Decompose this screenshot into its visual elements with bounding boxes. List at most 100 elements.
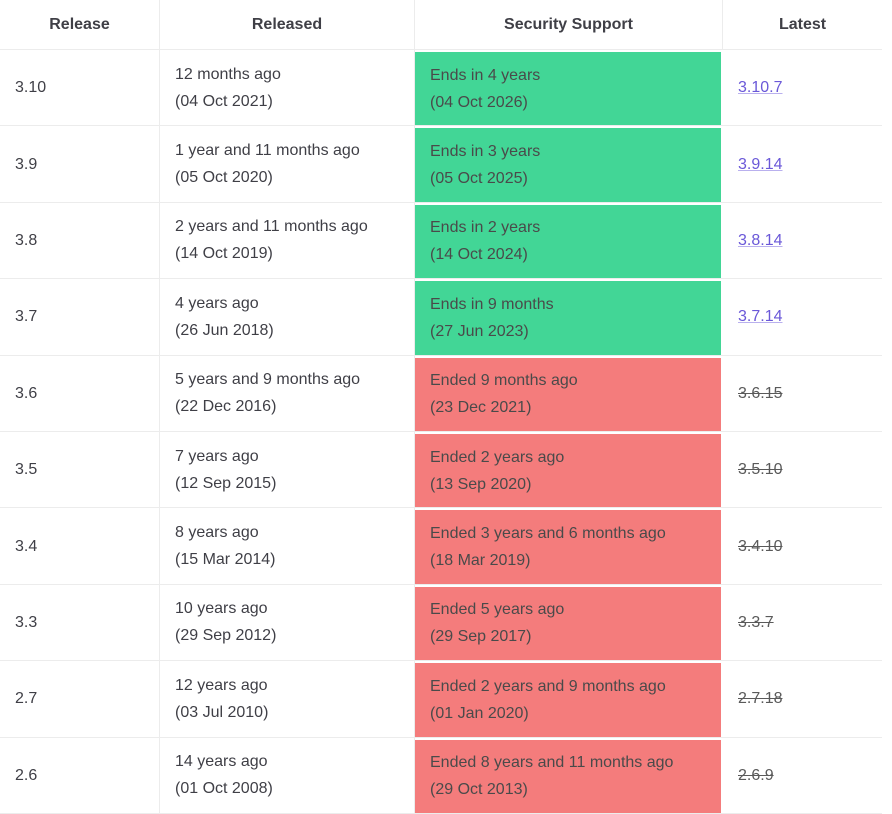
released-date: (15 Mar 2014) [175, 551, 276, 569]
support-status-text: Ends in 4 years [430, 66, 541, 84]
support-status-text: Ended 3 years and 6 months ago [430, 525, 666, 543]
release-version: 3.8 [0, 202, 160, 279]
support-status-text: Ended 2 years and 9 months ago [430, 677, 666, 695]
released-ago: 10 years ago [175, 600, 268, 618]
released-cell: 2 years and 11 months ago (14 Oct 2019) [160, 202, 415, 279]
released-date: (01 Oct 2008) [175, 780, 273, 798]
released-cell: 4 years ago (26 Jun 2018) [160, 279, 415, 355]
released-ago: 4 years ago [175, 294, 259, 312]
latest-version-cell: 3.6.15 [723, 356, 882, 431]
table-row: 3.9 1 year and 11 months ago (05 Oct 2020)… [0, 126, 882, 203]
header-latest: Latest [778, 16, 827, 33]
security-support-cell: Ended 2 years ago (13 Sep 2020) [415, 431, 723, 508]
release-version-label: 2.6 [15, 766, 38, 784]
release-version: 3.5 [0, 431, 160, 508]
latest-version-eol: 2.7.18 [738, 690, 783, 708]
support-status-text: Ended 5 years ago [430, 601, 565, 619]
release-version-label: 3.3 [15, 613, 38, 631]
security-support-cell: Ends in 4 years (04 Oct 2026) [415, 50, 723, 126]
support-end-date: (27 Jun 2023) [430, 322, 529, 340]
table-row: 3.5 7 years ago (12 Sep 2015) Ended 2 years… [0, 431, 882, 509]
support-end-date: (13 Sep 2020) [430, 475, 532, 493]
release-version: 3.6 [0, 355, 160, 431]
released-ago: 12 years ago [175, 676, 268, 694]
latest-version-link[interactable]: 3.10.7 [738, 79, 783, 97]
latest-version-cell[interactable]: 3.10.7 [723, 50, 882, 125]
support-end-date: (05 Oct 2025) [430, 170, 528, 188]
released-ago: 14 years ago [175, 753, 268, 771]
latest-version-cell: 2.6.9 [723, 738, 882, 813]
latest-version-cell[interactable]: 3.7.14 [723, 279, 882, 354]
security-support-cell: Ended 3 years and 6 months ago (18 Mar 20… [415, 508, 723, 584]
released-ago: 5 years and 9 months ago [175, 371, 361, 389]
released-cell: 8 years ago (15 Mar 2014) [160, 508, 415, 584]
support-end-date: (29 Oct 2013) [430, 781, 528, 799]
latest-version-cell: 2.7.18 [723, 661, 882, 736]
release-version-label: 3.7 [15, 308, 38, 326]
released-cell: 12 years ago (03 Jul 2010) [160, 661, 415, 737]
released-cell: 14 years ago (01 Oct 2008) [160, 737, 415, 813]
release-version: 3.10 [0, 50, 160, 126]
latest-version-cell: 3.5.10 [723, 432, 882, 507]
security-support-cell: Ended 9 months ago (23 Dec 2021) [415, 355, 723, 431]
support-end-date: (14 Oct 2024) [430, 246, 528, 264]
release-version-label: 2.7 [15, 690, 38, 708]
support-status-text: Ends in 3 years [430, 143, 541, 161]
latest-version-eol: 3.5.10 [738, 461, 783, 479]
support-end-date: (01 Jan 2020) [430, 704, 529, 722]
latest-version-eol: 3.4.10 [738, 537, 783, 555]
released-ago: 7 years ago [175, 447, 259, 465]
released-ago: 2 years and 11 months ago [175, 218, 368, 236]
table-body: 3.10 12 months ago (04 Oct 2021) Ends in 4 … [0, 50, 882, 814]
latest-version-link[interactable]: 3.7.14 [738, 308, 783, 326]
security-support-cell: Ends in 9 months (27 Jun 2023) [415, 279, 723, 355]
latest-version-link[interactable]: 3.9.14 [738, 155, 783, 173]
latest-version-eol: 2.6.9 [738, 766, 774, 784]
released-date: (14 Oct 2019) [175, 245, 273, 263]
table-row: 3.6 5 years and 9 months ago (22 Dec 2016)… [0, 355, 882, 432]
release-version-label: 3.10 [15, 79, 47, 97]
table-row: 3.4 8 years ago (15 Mar 2014) Ended 3 years… [0, 508, 882, 585]
table-header: Release Released Security Support Latest [0, 0, 882, 50]
release-version-label: 3.8 [15, 231, 38, 249]
support-status-text: Ended 9 months ago [430, 372, 578, 390]
released-date: (22 Dec 2016) [175, 398, 277, 416]
security-support-cell: Ended 2 years and 9 months ago (01 Jan 20… [415, 661, 723, 737]
latest-version-cell[interactable]: 3.8.14 [723, 203, 882, 278]
release-version-label: 3.6 [15, 384, 38, 402]
release-version: 3.7 [0, 279, 160, 355]
released-ago: 1 year and 11 months ago [175, 142, 360, 160]
release-version: 2.6 [0, 737, 160, 813]
release-version-label: 3.5 [15, 461, 38, 479]
table-row: 3.3 10 years ago (29 Sep 2012) Ended 5 year… [0, 584, 882, 662]
released-date: (03 Jul 2010) [175, 703, 269, 721]
latest-version-eol: 3.3.7 [738, 613, 774, 631]
released-date: (05 Oct 2020) [175, 169, 273, 187]
released-ago: 12 months ago [175, 65, 281, 83]
released-cell: 10 years ago (29 Sep 2012) [160, 584, 415, 661]
support-status-text: Ended 2 years ago [430, 448, 565, 466]
table-row: 3.8 2 years and 11 months ago (14 Oct 2019… [0, 202, 882, 280]
support-end-date: (29 Sep 2017) [430, 628, 532, 646]
latest-version-cell[interactable]: 3.9.14 [723, 126, 882, 201]
released-cell: 5 years and 9 months ago (22 Dec 2016) [160, 355, 415, 431]
table-row: 3.10 12 months ago (04 Oct 2021) Ends in 4 … [0, 50, 882, 127]
release-version: 3.3 [0, 584, 160, 661]
table-row: 3.7 4 years ago (26 Jun 2018) Ends in 9 mon… [0, 279, 882, 356]
release-version-label: 3.4 [15, 537, 38, 555]
latest-version-link[interactable]: 3.8.14 [738, 231, 783, 249]
latest-version-cell: 3.3.7 [723, 585, 882, 660]
released-ago: 8 years ago [175, 524, 259, 542]
security-support-cell: Ended 8 years and 11 months ago (29 Oct 2… [415, 737, 723, 813]
released-date: (04 Oct 2021) [175, 92, 273, 110]
release-version: 2.7 [0, 661, 160, 737]
latest-version-eol: 3.6.15 [738, 384, 783, 402]
support-status-text: Ends in 9 months [430, 295, 554, 313]
released-cell: 12 months ago (04 Oct 2021) [160, 50, 415, 126]
support-end-date: (18 Mar 2019) [430, 552, 531, 570]
latest-version-cell: 3.4.10 [723, 508, 882, 583]
released-cell: 7 years ago (12 Sep 2015) [160, 431, 415, 508]
support-status-text: Ends in 2 years [430, 219, 541, 237]
released-date: (26 Jun 2018) [175, 321, 274, 339]
